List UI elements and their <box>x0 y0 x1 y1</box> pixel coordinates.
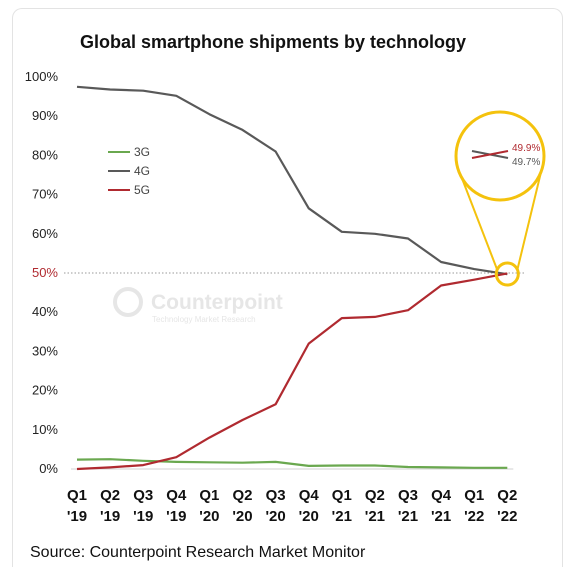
x-tick-label: Q3 <box>398 487 418 504</box>
watermark: Counterpoint Technology Market Research <box>113 287 283 324</box>
x-tick-label: Q4 <box>299 487 320 504</box>
x-tick-label: Q3 <box>133 487 153 504</box>
x-tick-label: Q4 <box>431 487 452 504</box>
y-tick-label: 80% <box>32 147 58 162</box>
legend-label: 4G <box>134 164 150 178</box>
y-tick-label: 30% <box>32 343 58 358</box>
y-tick-label: 70% <box>32 187 58 202</box>
y-tick-label: 50% <box>32 265 58 280</box>
source-note: Source: Counterpoint Research Market Mon… <box>30 544 366 561</box>
x-tick-label: '22 <box>464 508 484 525</box>
y-tick-label: 0% <box>39 461 58 476</box>
x-tick-label: Q2 <box>232 487 252 504</box>
x-tick-label: '19 <box>67 508 87 525</box>
callout-focus-circle <box>494 261 520 287</box>
x-tick-label: Q4 <box>166 487 187 504</box>
x-tick-label: '20 <box>199 508 219 525</box>
legend-label: 5G <box>134 183 150 197</box>
x-tick-label: Q3 <box>266 487 286 504</box>
y-tick-label: 10% <box>32 422 58 437</box>
y-tick-label: 40% <box>32 304 58 319</box>
x-tick-label: Q2 <box>365 487 385 504</box>
x-tick-label: '22 <box>497 508 517 525</box>
callout-magnifier: 49.9% 49.7% <box>454 110 546 287</box>
chart-title: Global smartphone shipments by technolog… <box>80 32 466 52</box>
x-tick-label: '20 <box>299 508 319 525</box>
x-tick-label: '21 <box>365 508 385 525</box>
series-lines <box>76 85 508 471</box>
x-tick-label: '21 <box>431 508 451 525</box>
x-tick-label: '20 <box>265 508 285 525</box>
y-tick-label: 90% <box>32 108 58 123</box>
y-tick-label: 20% <box>32 383 58 398</box>
x-tick-label: Q1 <box>199 487 219 504</box>
x-tick-label: '19 <box>133 508 153 525</box>
x-tick-label: Q2 <box>100 487 120 504</box>
x-axis: Q1 '19 Q2 '19 Q3 '19 Q4 '19 Q1 '20 Q2 '20 Q3 '20 Q4 '20… <box>67 468 517 525</box>
y-tick-label: 60% <box>32 226 58 241</box>
callout-connector <box>457 167 499 271</box>
x-tick-label: '21 <box>398 508 418 525</box>
callout-value-label: 49.7% <box>512 157 540 168</box>
x-tick-label: Q1 <box>464 487 484 504</box>
watermark-tagline: Technology Market Research <box>152 315 256 324</box>
x-tick-label: '21 <box>332 508 352 525</box>
x-tick-label: Q1 <box>67 487 87 504</box>
series-line-4g <box>76 85 508 276</box>
chart-card <box>12 8 563 567</box>
x-tick-label: Q1 <box>332 487 352 504</box>
y-axis: 0% 10% 20% 30% 40% 50% 60% 70% 80% 90% 100% <box>25 69 59 476</box>
x-tick-label: '19 <box>100 508 120 525</box>
y-tick-label: 100% <box>25 69 59 84</box>
watermark-name: Counterpoint <box>151 291 283 314</box>
watermark-logo-icon <box>113 287 143 317</box>
callout-value-label: 49.9% <box>512 143 540 154</box>
legend: 3G 4G 5G <box>108 145 150 197</box>
x-tick-label: '20 <box>232 508 252 525</box>
x-tick-label: '19 <box>166 508 186 525</box>
x-tick-label: Q2 <box>497 487 517 504</box>
series-line-5g <box>76 272 508 471</box>
callout-connector <box>516 167 543 271</box>
series-line-3g <box>76 458 508 469</box>
legend-label: 3G <box>134 145 150 159</box>
callout-line-5g <box>471 150 509 159</box>
